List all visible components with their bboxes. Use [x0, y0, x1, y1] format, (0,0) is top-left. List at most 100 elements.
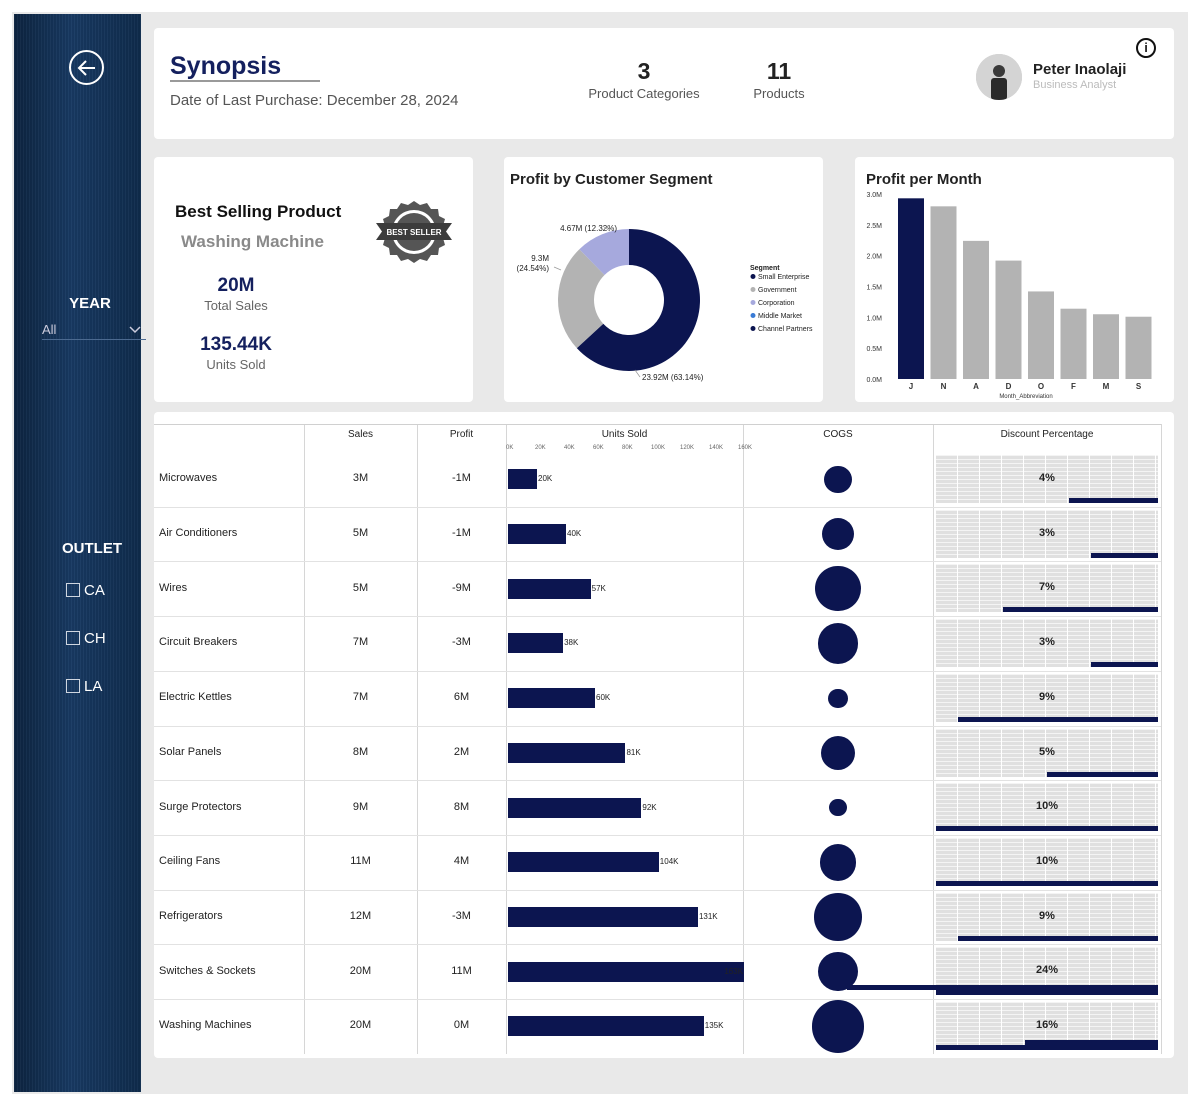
user-silhouette-icon	[976, 54, 1022, 100]
year-filter-label: YEAR	[69, 295, 111, 312]
x-tick-label: A	[973, 382, 979, 391]
checkbox[interactable]	[66, 631, 80, 645]
discount-gauge: 7%	[936, 564, 1158, 613]
product-name[interactable]: Switches & Sockets	[159, 964, 256, 977]
y-tick-label: 3.0M	[866, 192, 882, 199]
best-selling-title: Best Selling Product	[175, 202, 342, 221]
column-header[interactable]: Discount Percentage	[1000, 429, 1094, 440]
discount-fill	[958, 716, 1158, 722]
leader-line	[603, 226, 611, 232]
units-bar[interactable]	[508, 852, 659, 873]
product-name[interactable]: Surge Protectors	[159, 800, 242, 813]
outlet-option-ch[interactable]: CH	[66, 630, 146, 648]
row-divider	[154, 834, 1161, 836]
legend-entry[interactable]: Channel Partners	[758, 326, 813, 333]
product-name[interactable]: Ceiling Fans	[159, 855, 221, 868]
product-name[interactable]: Air Conditioners	[159, 527, 238, 540]
cogs-bubble[interactable]	[824, 465, 852, 494]
pie-slice[interactable]	[579, 229, 629, 275]
bar[interactable]	[1028, 291, 1054, 379]
product-name[interactable]: Solar Panels	[159, 745, 222, 758]
y-tick-label: 0.0M	[866, 377, 882, 384]
bar[interactable]	[898, 198, 924, 379]
x-tick-label: N	[941, 382, 947, 391]
units-bar-label: 57K	[591, 583, 606, 593]
checkbox[interactable]	[66, 583, 80, 597]
product-name[interactable]: Microwaves	[159, 472, 218, 485]
cogs-bubble[interactable]	[819, 843, 857, 881]
column-header[interactable]: Profit	[449, 429, 474, 440]
units-bar[interactable]	[508, 688, 595, 709]
cogs-bubble[interactable]	[814, 893, 862, 941]
units-bar[interactable]	[508, 742, 626, 763]
legend-entry[interactable]: Small Enterprise	[758, 274, 809, 281]
units-axis-tick: 40K	[564, 445, 575, 451]
pie-slice[interactable]	[558, 249, 605, 349]
legend-marker	[750, 287, 756, 292]
product-name[interactable]: Washing Machines	[159, 1019, 252, 1032]
cogs-bubble[interactable]	[821, 517, 855, 551]
discount-gauge: 3%	[936, 619, 1158, 668]
column-header[interactable]: COGS	[823, 429, 853, 440]
bar[interactable]	[1060, 308, 1087, 379]
units-bar[interactable]	[508, 578, 591, 599]
cogs-bubble[interactable]	[820, 735, 856, 771]
row-divider	[154, 725, 1161, 727]
cogs-bubble[interactable]	[828, 688, 848, 708]
sales-cell: 11M	[350, 855, 371, 868]
units-bar[interactable]	[508, 1016, 704, 1037]
product-name[interactable]: Wires	[159, 581, 188, 594]
legend-entry[interactable]: Corporation	[758, 300, 795, 307]
discount-fill	[1002, 607, 1158, 613]
units-bar[interactable]	[508, 961, 745, 982]
year-dropdown[interactable]: All	[42, 322, 146, 340]
cogs-bubble[interactable]	[818, 951, 858, 992]
bar[interactable]	[995, 260, 1022, 379]
discount-gauge: 9%	[936, 892, 1158, 941]
units-bar-label: 92K	[642, 802, 657, 812]
units-axis-tick: 140K	[709, 445, 724, 451]
kpi-products-label: Products	[753, 86, 805, 101]
legend-entry[interactable]: Government	[758, 287, 797, 294]
product-name[interactable]: Electric Kettles	[159, 691, 232, 704]
cogs-bubble[interactable]	[811, 1000, 865, 1053]
outlet-option-ca[interactable]: CA	[66, 582, 146, 600]
info-icon[interactable]: i	[1136, 38, 1156, 58]
bar[interactable]	[1093, 314, 1119, 379]
product-name[interactable]: Circuit Breakers	[159, 636, 238, 649]
x-tick-label: S	[1136, 382, 1142, 391]
discount-value: 3%	[1039, 526, 1055, 539]
bar[interactable]	[963, 240, 989, 379]
column-header[interactable]: Sales	[347, 429, 373, 440]
bar[interactable]	[930, 206, 957, 379]
discount-value: 16%	[1035, 1019, 1059, 1031]
legend-entry[interactable]: Middle Market	[758, 313, 802, 320]
units-bar[interactable]	[508, 797, 642, 818]
cogs-bubble[interactable]	[817, 623, 859, 664]
total-sales-value: 20M	[217, 275, 255, 296]
checkbox[interactable]	[66, 679, 80, 693]
product-table: Sales Profit Units Sold COGS Discount Percen…	[154, 412, 1174, 1058]
back-button[interactable]	[69, 50, 104, 85]
y-tick-label: 2.0M	[866, 254, 882, 261]
outlet-option-la[interactable]: LA	[66, 678, 146, 696]
sales-cell: 3M	[352, 472, 369, 485]
bar[interactable]	[1125, 316, 1152, 379]
units-bar[interactable]	[508, 524, 566, 545]
cogs-bubble[interactable]	[829, 798, 847, 817]
cogs-bubble[interactable]	[815, 566, 861, 612]
column-header[interactable]: Units Sold	[601, 429, 648, 440]
product-name[interactable]: Refrigerators	[159, 909, 223, 922]
units-axis-tick: 100K	[651, 445, 666, 451]
profit-cell: 4M	[453, 855, 470, 868]
units-bar-label: 81K	[626, 747, 641, 757]
profit-cell: 0M	[453, 1019, 470, 1032]
units-bar[interactable]	[508, 633, 564, 654]
badge-text: BEST SELLER	[386, 228, 441, 237]
units-bar[interactable]	[508, 469, 537, 490]
page-title: Synopsis	[170, 52, 282, 80]
units-bar[interactable]	[508, 906, 698, 927]
pie-slice[interactable]	[576, 229, 700, 371]
x-tick-label: D	[1006, 382, 1012, 391]
header-card: Synopsis Date of Last Purchase: December…	[154, 28, 1174, 139]
